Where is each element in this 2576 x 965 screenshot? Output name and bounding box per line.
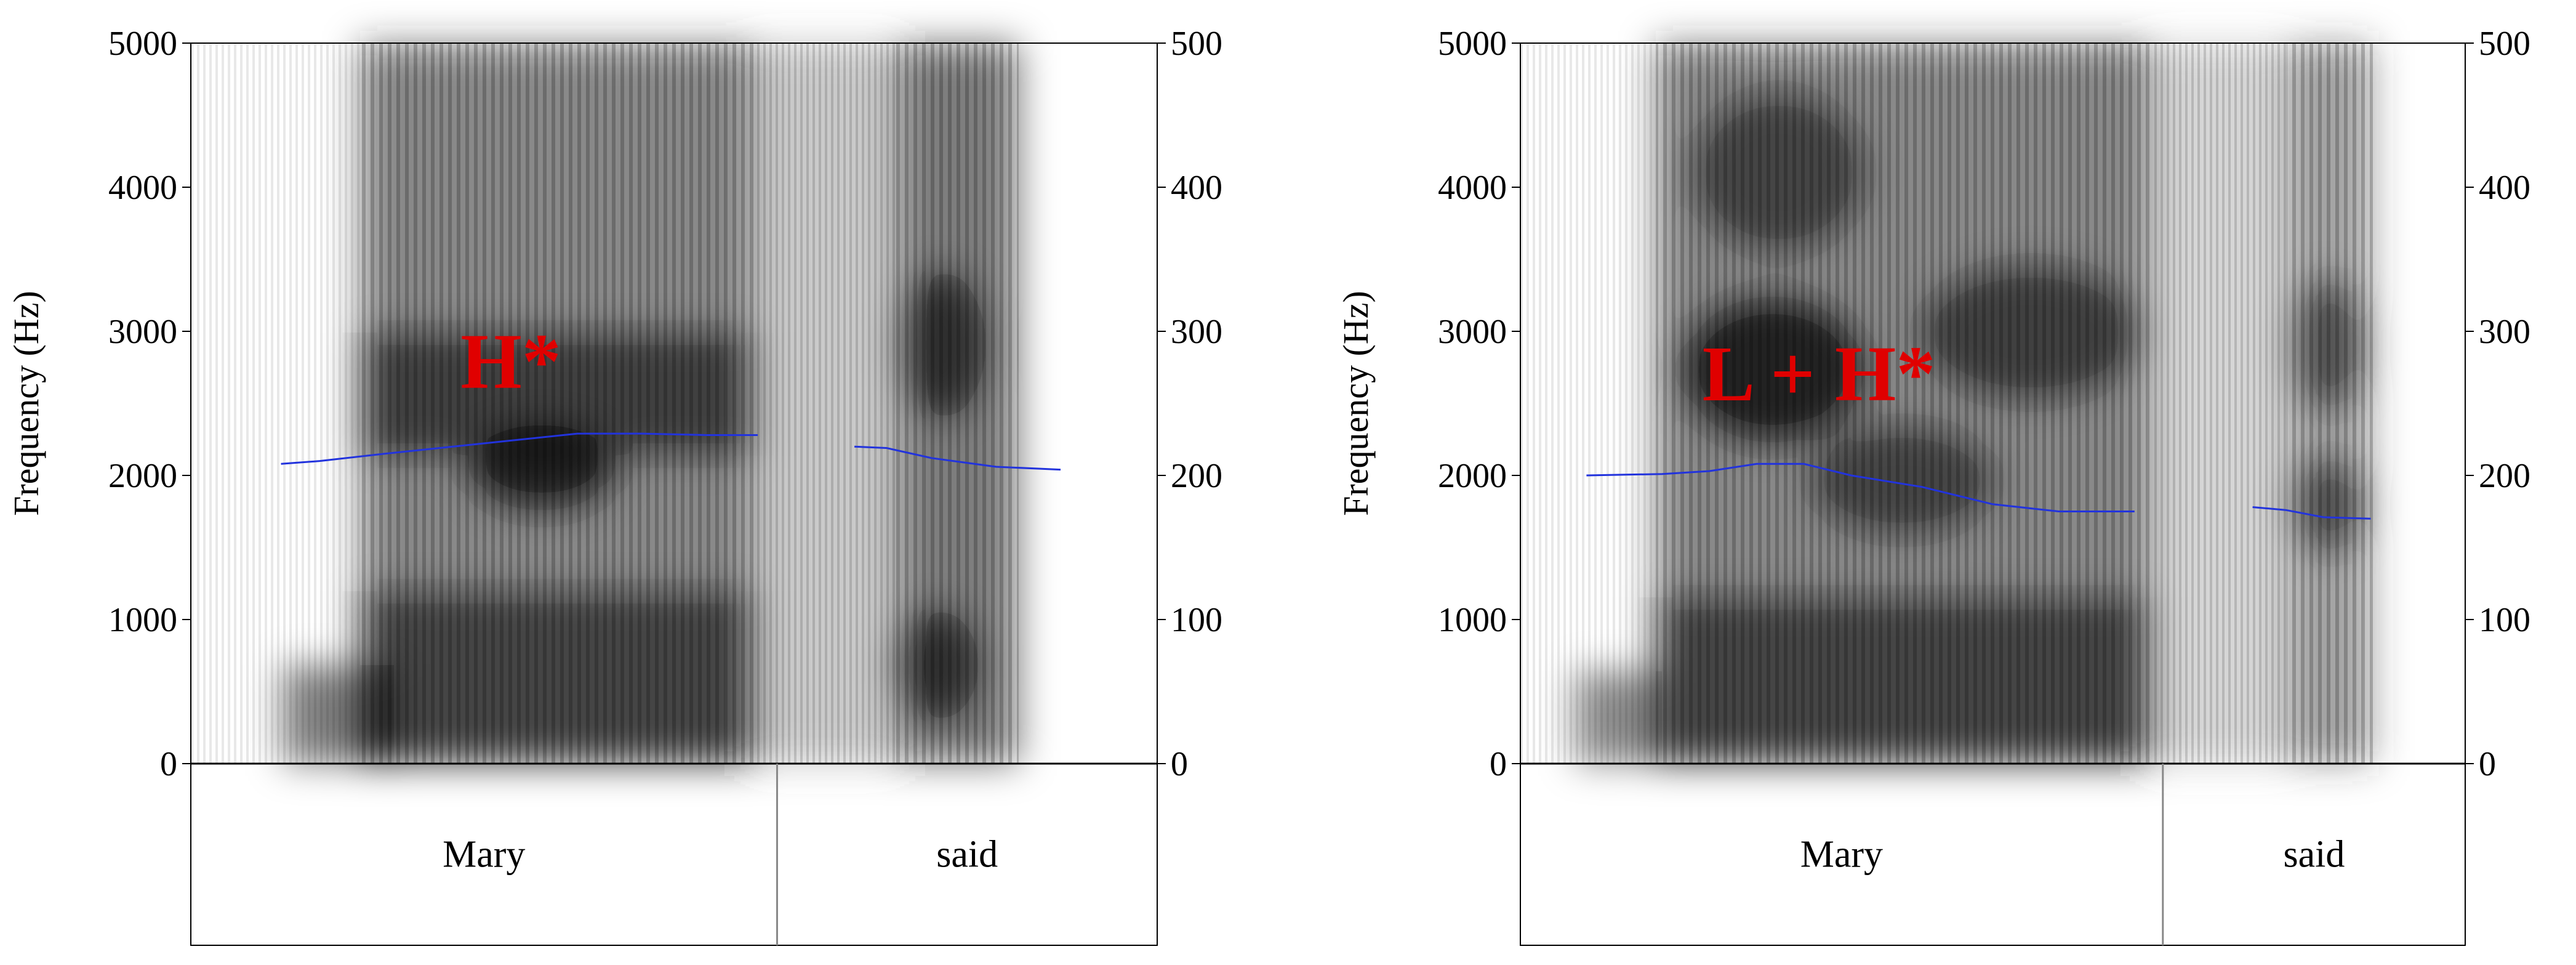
pitch-contour-right <box>1586 462 2371 520</box>
y-tick-label: 5000 <box>1438 25 1507 63</box>
y-tick-label: 5000 <box>108 25 177 63</box>
y-axis-title-right: Frequency (Hz) <box>1336 291 1376 516</box>
word-label: Mary <box>1800 834 1883 876</box>
y2-tick-label: 300 <box>2479 313 2530 351</box>
y2-tick-label: 100 <box>1171 601 1222 639</box>
y-axis-right: 0 1000 2000 3000 4000 5000 <box>1438 25 1520 783</box>
y-tick-label: 2000 <box>108 457 177 495</box>
y2-tick-label: 0 <box>1171 745 1188 783</box>
y2-axis-left: 0 100 200 300 400 500 <box>1157 25 1222 783</box>
y-tick-label: 0 <box>1490 745 1507 783</box>
y-tick-label: 2000 <box>1438 457 1507 495</box>
word-label: said <box>2283 834 2345 876</box>
word-label: said <box>936 834 998 876</box>
y2-tick-label: 500 <box>1171 25 1222 63</box>
y2-tick-label: 400 <box>2479 169 2530 207</box>
y2-tick-label: 300 <box>1171 313 1222 351</box>
spectrogram-right <box>1520 43 2373 764</box>
panel-right: 0 1000 2000 3000 4000 5000 0 100 200 300 400 500 F… <box>1336 25 2530 946</box>
y2-tick-label: 200 <box>2479 457 2530 495</box>
pitch-contour-left <box>281 432 1061 471</box>
word-tier-right: Mary said <box>1520 763 2466 946</box>
y2-tick-label: 200 <box>1171 457 1222 495</box>
y2-tick-label: 0 <box>2479 745 2496 783</box>
y-tick-label: 3000 <box>108 313 177 351</box>
y-tick-label: 4000 <box>108 169 177 207</box>
y-tick-label: 1000 <box>1438 601 1507 639</box>
y2-tick-label: 100 <box>2479 601 2530 639</box>
panel-left: 0 1000 2000 3000 4000 5000 0 100 200 300 400 500 F… <box>6 25 1222 946</box>
y2-tick-label: 400 <box>1171 169 1222 207</box>
y2-tick-label: 500 <box>2479 25 2530 63</box>
spectrogram-left <box>191 43 1019 764</box>
pitch-accent-annotation-right: L + H* <box>1703 330 1936 418</box>
pitch-accent-annotation-left: H* <box>460 318 561 405</box>
word-tier-left: Mary said <box>190 763 1158 946</box>
y-tick-label: 0 <box>160 745 177 783</box>
word-label: Mary <box>443 834 525 876</box>
y-tick-label: 4000 <box>1438 169 1507 207</box>
y-tick-label: 1000 <box>108 601 177 639</box>
y-axis-left: 0 1000 2000 3000 4000 5000 <box>108 25 191 783</box>
y-axis-title-left: Frequency (Hz) <box>6 291 46 516</box>
y-tick-label: 3000 <box>1438 313 1507 351</box>
y2-axis-right: 0 100 200 300 400 500 <box>2465 25 2530 783</box>
